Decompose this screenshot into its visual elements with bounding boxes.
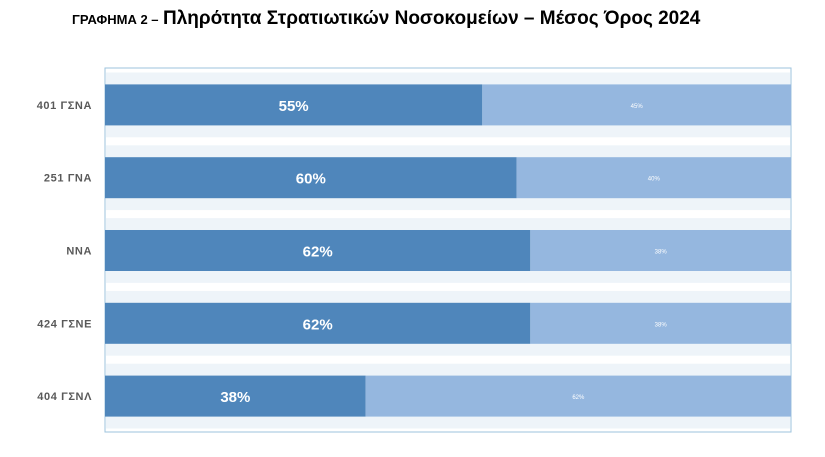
- bar-series1: [105, 230, 531, 271]
- bar-series1: [105, 157, 517, 199]
- bar-series2: [365, 375, 791, 417]
- bar-series1: [105, 84, 483, 126]
- data-label-series2: 38%: [655, 250, 668, 256]
- data-label-series1: 60%: [296, 171, 326, 188]
- category-label: 424 ΓΣΝΕ: [37, 318, 92, 330]
- category-label: ΝΝΑ: [66, 246, 92, 258]
- data-label-series1: 62%: [303, 244, 333, 261]
- category-label: 251 ΓΝΑ: [44, 173, 92, 185]
- data-label-series1: 62%: [303, 316, 333, 333]
- bar-series2: [482, 84, 791, 126]
- chart-title-main: Πληρότητα Στρατιωτικών Νοσοκομείων – Μέσ…: [162, 8, 701, 29]
- data-label-series2: 62%: [572, 395, 585, 401]
- category-label: 404 ΓΣΝΛ: [37, 391, 92, 403]
- data-label-series1: 55%: [279, 98, 309, 115]
- bar-series2: [516, 157, 791, 199]
- bar-series2: [530, 230, 791, 271]
- data-label-series1: 38%: [220, 389, 250, 406]
- bar-series1: [105, 302, 531, 344]
- data-label-series2: 40%: [648, 177, 661, 183]
- chart-title: ΓΡΑΦΗΜΑ 2 – Πληρότητα Στρατιωτικών Νοσοκ…: [72, 8, 700, 30]
- bar-series1: [105, 375, 366, 417]
- chart-title-prefix: ΓΡΑΦΗΜΑ 2 –: [72, 12, 159, 27]
- category-label: 401 ΓΣΝΑ: [37, 100, 92, 112]
- bar-series2: [530, 302, 791, 344]
- data-label-series2: 45%: [631, 104, 644, 110]
- data-label-series2: 38%: [655, 322, 668, 328]
